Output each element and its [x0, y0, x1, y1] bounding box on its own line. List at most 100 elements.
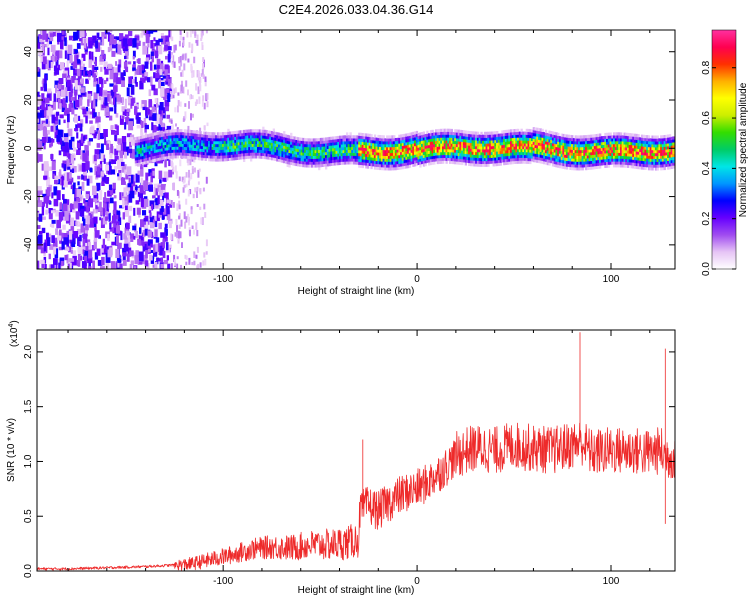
spectrogram-cell: [169, 132, 172, 136]
spectrogram-cell: [319, 155, 323, 159]
spectrogram-cell: [558, 136, 562, 140]
spectrogram-cell: [524, 149, 527, 153]
spectrogram-cell: [81, 106, 86, 110]
spectrogram-cell: [349, 143, 352, 148]
spectrogram-cell: [579, 161, 583, 165]
spectrogram-cell: [38, 47, 43, 55]
spectrogram-cell: [206, 152, 209, 156]
spectrogram-cell: [295, 139, 298, 143]
spectrogram-cell: [560, 139, 563, 143]
spectrogram-cell: [525, 134, 528, 138]
spectrogram-cell: [469, 139, 473, 143]
spectrogram-cell: [490, 154, 494, 158]
spectrogram-cell: [565, 154, 569, 158]
spectrogram-cell: [482, 155, 485, 159]
spectrogram-cell: [635, 160, 638, 164]
spectrogram-cell: [157, 195, 160, 205]
spectrogram-cell: [203, 102, 206, 110]
spectrogram-cell: [632, 148, 635, 152]
spectrogram-cell: [435, 137, 438, 142]
spectrogram-cell: [291, 150, 295, 154]
spectrogram-cell: [574, 155, 577, 159]
spectrogram-cell: [541, 143, 544, 147]
spectrogram-cell: [37, 67, 40, 72]
spectrogram-cell: [88, 39, 93, 49]
spectrogram-cell: [532, 156, 535, 160]
spectrogram-cell: [205, 30, 208, 34]
spectrogram-cell: [387, 141, 391, 145]
spectrogram-cell: [166, 65, 170, 74]
spectrogram-cell: [532, 138, 535, 142]
spectrogram-cell: [379, 158, 382, 162]
spectrogram-cell: [143, 138, 146, 142]
spectrogram-cell: [101, 244, 107, 255]
spectrogram-cell: [316, 141, 319, 145]
spectrogram-cell: [140, 153, 143, 157]
spectrogram-cell: [543, 137, 546, 142]
spectrogram-cell: [513, 129, 516, 133]
spectrogram-cell: [410, 140, 413, 145]
spectrogram-cell: [169, 141, 172, 145]
spectrogram-cell: [639, 143, 642, 147]
spectrogram-cell: [227, 157, 230, 161]
spectrogram-cell: [365, 133, 368, 137]
spectrogram-cell: [64, 103, 67, 112]
spectrogram-cell: [192, 150, 195, 154]
spectrogram-cell: [45, 103, 48, 111]
spectrogram-cell: [543, 158, 546, 162]
spectrogram-cell: [116, 235, 119, 245]
spectrogram-cell: [438, 131, 441, 135]
spectrogram-cell: [564, 142, 567, 147]
spectrogram-cell: [170, 233, 173, 240]
spectrogram-cell: [504, 129, 508, 134]
spectrogram-cell: [466, 139, 469, 143]
spectrogram-cell: [532, 141, 535, 145]
spectrogram-cell: [429, 138, 433, 142]
spectrogram-cell: [407, 147, 410, 151]
spectrogram-cell: [316, 138, 319, 142]
spectrogram-cell: [196, 34, 199, 41]
spectrogram-cell: [386, 161, 389, 165]
spectrogram-cell: [279, 159, 282, 163]
spectrogram-cell: [586, 149, 590, 153]
spectrogram-cell: [630, 144, 633, 148]
spectrogram-cell: [560, 133, 563, 137]
spectrogram-cell: [616, 146, 619, 150]
spectrogram-cell: [462, 153, 466, 157]
spectrogram-cell: [567, 157, 570, 162]
spectrogram-cell: [190, 132, 193, 137]
spectrogram-cell: [318, 158, 321, 162]
spectrogram-cell: [447, 143, 450, 147]
spectrogram-cell: [189, 94, 192, 100]
spectrogram-cell: [314, 144, 317, 148]
spectrogram-cell: [576, 155, 579, 159]
spectrogram-cell: [597, 165, 600, 169]
spectrogram-cell: [501, 136, 504, 140]
spectrogram-cell: [379, 146, 382, 150]
spectrogram-cell: [143, 158, 146, 162]
spectrogram-cell: [593, 151, 597, 155]
spectrogram-cell: [264, 129, 267, 133]
spectrogram-cell: [305, 158, 309, 162]
spectrogram-cell: [614, 149, 618, 153]
spectrogram-cell: [160, 257, 163, 263]
spectrogram-cell: [132, 79, 137, 84]
spectrogram-cell: [116, 94, 121, 102]
spectrogram-cell: [642, 149, 645, 153]
spectrogram-cell: [408, 138, 412, 142]
spectrogram-cell: [429, 147, 433, 151]
spectrogram-cell: [192, 130, 195, 134]
spectrogram-cell: [499, 139, 502, 143]
spectrogram-cell: [436, 143, 439, 147]
spectrogram-cell: [138, 193, 143, 202]
spectrogram-cell: [647, 149, 651, 153]
spectrogram-cell: [53, 237, 58, 248]
spectrogram-cell: [627, 144, 630, 148]
spectrogram-cell: [611, 152, 614, 156]
spectrogram-cell: [185, 149, 188, 153]
spectrogram-cell: [305, 161, 309, 165]
spectrogram-cell: [503, 162, 506, 166]
spectrogram-cell: [326, 151, 330, 155]
spectrogram-cell: [572, 152, 576, 156]
spectrogram-cell: [88, 199, 93, 208]
